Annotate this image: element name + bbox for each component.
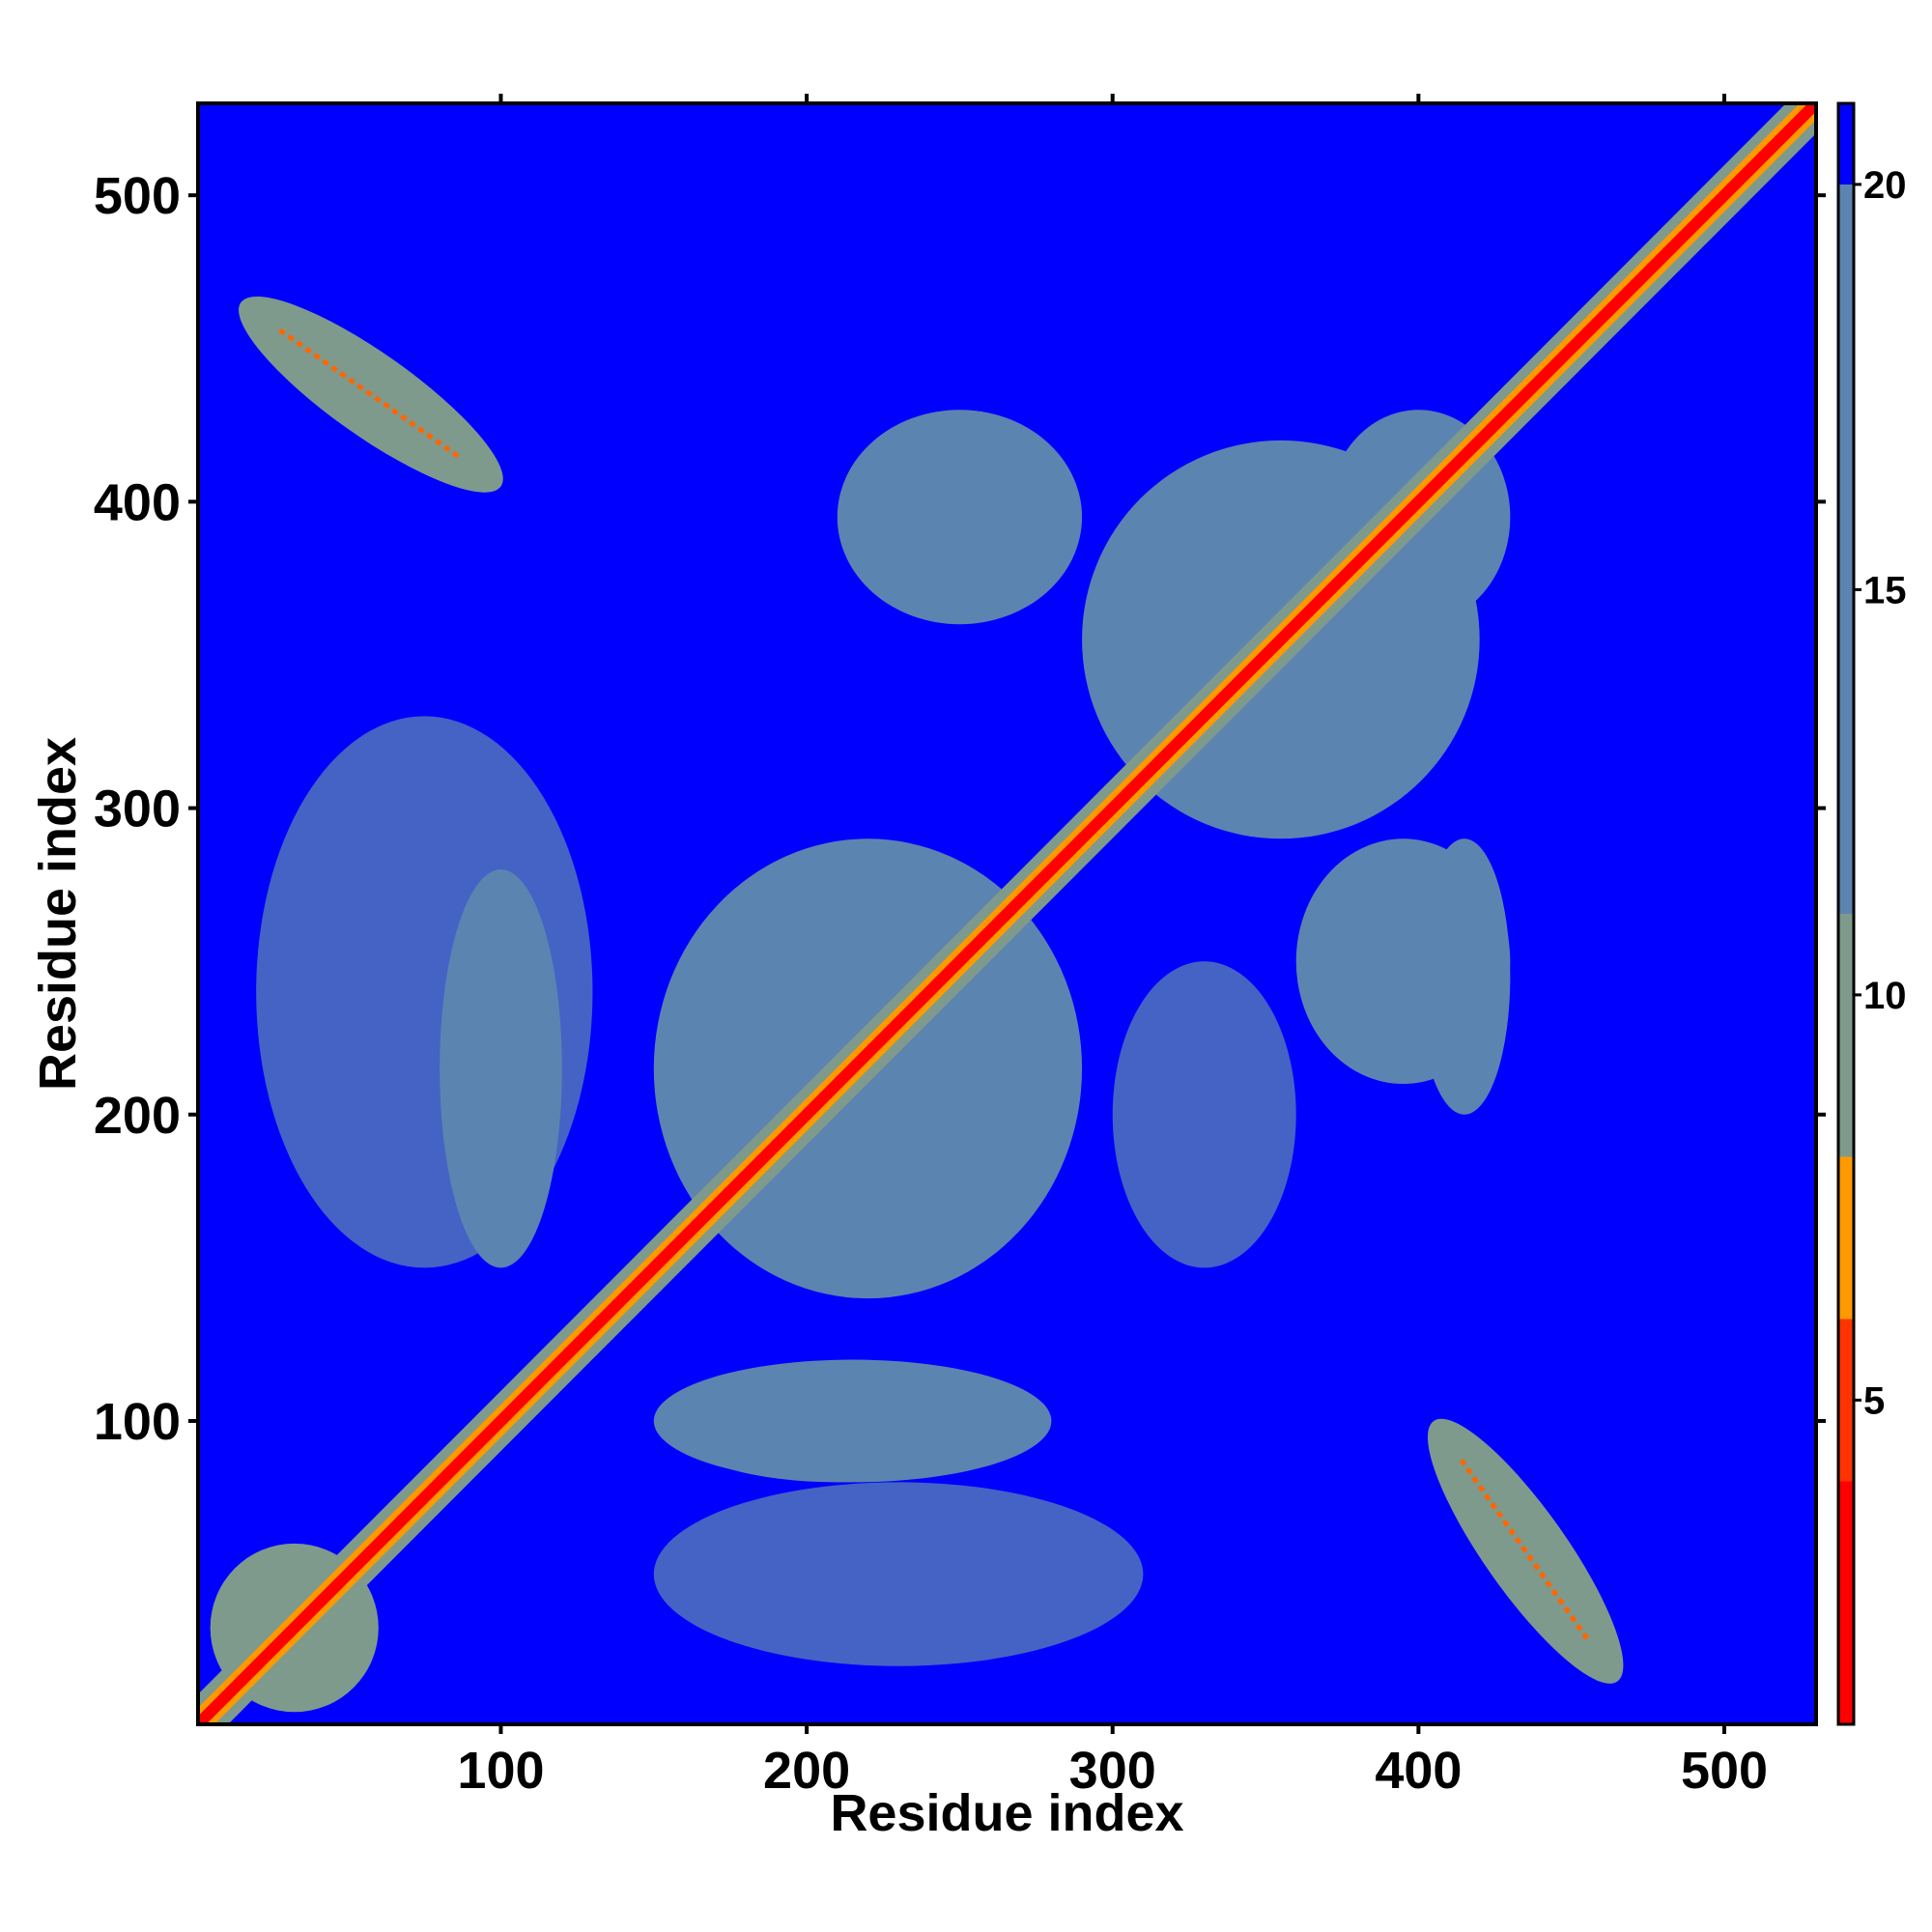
colorbar-gradient [1838, 103, 1854, 1724]
y-tick-label-500: 500 [94, 167, 181, 225]
y-tick-label-300: 300 [94, 781, 181, 838]
x-tick-label-400: 400 [1375, 1742, 1462, 1800]
y-axis-ticks: 100 200 300 400 500 [94, 167, 1826, 1451]
colorbar-frame [1836, 101, 1856, 1726]
colorbar-tick-label-10: 10 [1863, 975, 1907, 1017]
contact-region-core-1 [278, 327, 464, 461]
y-axis-label: Residue index [29, 737, 87, 1091]
colorbar-tick-label-5: 5 [1863, 1379, 1885, 1422]
y-tick-label-400: 400 [94, 473, 181, 531]
plot-frame [196, 101, 1818, 1726]
colorbar-tick-label-20: 20 [1863, 164, 1907, 207]
x-tick-label-200: 200 [763, 1742, 850, 1800]
contact-region-6 [837, 410, 1083, 625]
x-axis-label: Residue index [830, 1784, 1183, 1842]
contact-region-13 [256, 716, 593, 1268]
contact-region-11 [684, 1390, 991, 1483]
contact-regions [210, 296, 1624, 1713]
y-tick-label-200: 200 [94, 1087, 181, 1145]
diagonal-band [198, 103, 1816, 1724]
y-tick-label-100: 100 [94, 1393, 181, 1451]
contact-region-core-2 [1459, 1458, 1592, 1644]
contact-region-10 [1418, 838, 1511, 1115]
contact-region-12 [1112, 961, 1296, 1268]
diagonal-core [198, 103, 1816, 1724]
heatmap-area [198, 103, 1816, 1724]
colorbar-tick-label-15: 15 [1863, 569, 1907, 611]
x-tick-label-300: 300 [1069, 1742, 1156, 1800]
x-axis-ticks: 100 200 300 400 500 [457, 94, 1768, 1800]
colorbar-ticks: 5 10 15 20 [1854, 164, 1907, 1422]
colorbar: 5 10 15 20 [1836, 101, 1907, 1726]
contact-region-14 [653, 1482, 1144, 1666]
x-tick-label-100: 100 [457, 1742, 544, 1800]
x-tick-label-500: 500 [1681, 1742, 1768, 1800]
